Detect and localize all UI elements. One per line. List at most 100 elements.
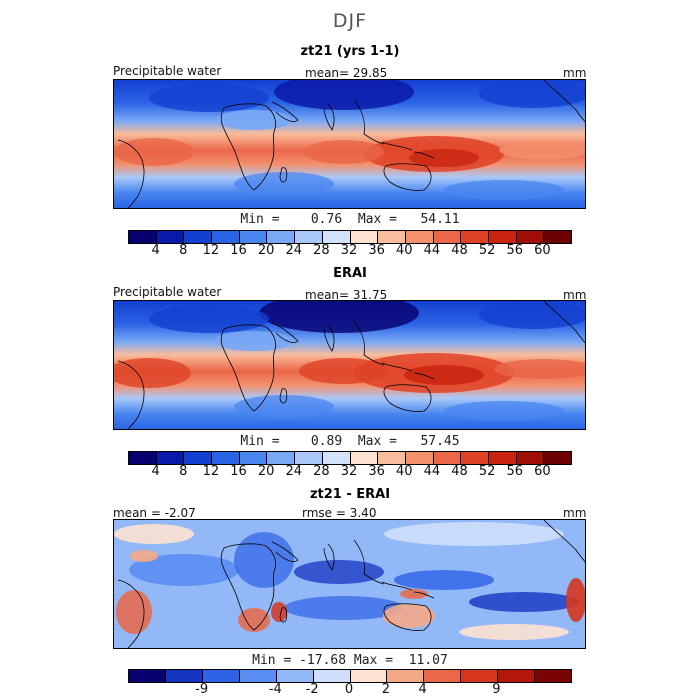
panel3-min-label: Min =: [252, 653, 292, 668]
panel2-colorbar-ticks: 4 8 12 16 20 24 28 32 36 40 44 48 52 56 60: [128, 464, 570, 480]
colorbar-tick-label: 52: [478, 464, 496, 479]
panel3-coast-se-asia: [353, 539, 385, 585]
panel2-min-value: 0.89: [310, 434, 343, 449]
panel2-variable-label: Precipitable water: [113, 285, 222, 299]
colorbar-tick-label: 48: [451, 243, 468, 258]
colorbar-tick-label: 0: [344, 682, 354, 697]
colorbar-tick-label: -4: [268, 682, 282, 697]
colorbar-swatch: [129, 231, 157, 243]
colorbar-tick-label: 16: [230, 243, 247, 258]
colorbar-tick-label: 20: [257, 243, 275, 258]
colorbar-swatch: [267, 452, 296, 464]
colorbar-tick-label: 60: [534, 464, 551, 479]
colorbar-swatch: [165, 670, 203, 682]
colorbar-swatch: [488, 231, 517, 243]
colorbar-tick-label: 24: [285, 464, 303, 479]
panel3-pos-south-africa: [238, 608, 270, 632]
panel2-sahara: [214, 331, 294, 351]
colorbar-swatch: [350, 452, 379, 464]
colorbar-swatch: [129, 452, 157, 464]
colorbar-tick-label: 4: [151, 464, 160, 479]
panel2-map: [113, 300, 586, 430]
panel2-southern-dry: [234, 395, 334, 419]
panel3-max-value: 11.07: [408, 653, 448, 668]
colorbar-swatch: [184, 452, 213, 464]
panel2-pacific-itcz: [494, 359, 585, 379]
colorbar-swatch: [202, 670, 240, 682]
panel1-dry-asia: [274, 80, 414, 110]
panel2-atlantic-itcz: [114, 358, 191, 388]
panel2-southern-dry2: [444, 401, 564, 421]
panel3-pos-nw-atlantic: [130, 550, 158, 562]
panel2-dry-atlantic: [149, 305, 269, 333]
colorbar-swatch: [378, 452, 406, 464]
colorbar-tick-label: 8: [179, 243, 188, 258]
panel3-neg-indian: [294, 560, 384, 584]
panel3-coast-australia: [383, 603, 432, 631]
colorbar-tick-label: 32: [340, 243, 358, 258]
colorbar-tick-label: 12: [202, 464, 220, 479]
panel1-coast-se-asia: [353, 99, 385, 145]
panel2-coast-arabia: [271, 322, 299, 343]
colorbar-swatch: [156, 231, 185, 243]
colorbar-swatch: [405, 452, 434, 464]
panel3-neg-atlantic: [129, 554, 239, 586]
panel2-indian-ocean: [299, 358, 389, 384]
colorbar-swatch: [461, 231, 489, 243]
panel3-coast-indonesia: [381, 581, 435, 599]
colorbar-swatch: [424, 670, 462, 682]
colorbar-swatch: [295, 231, 323, 243]
panel3-coast-africa: [220, 543, 276, 631]
colorbar-tick-label: -2: [305, 682, 319, 697]
panel3-coast-arabia: [271, 541, 299, 562]
panel2-minmax: Min = 0.89 Max = 57.45: [0, 434, 700, 449]
panel3-min-value: -17.68: [299, 653, 347, 668]
panel1-atlantic-itcz: [114, 138, 194, 166]
colorbar-swatch: [129, 670, 166, 682]
colorbar-swatch: [313, 670, 351, 682]
panel2-coast-australia: [383, 384, 432, 412]
colorbar-swatch: [516, 452, 545, 464]
panel1-coast-madagascar: [279, 167, 288, 183]
panel1-coast-indonesia: [381, 141, 435, 159]
panel1-coast-north-america: [543, 80, 585, 123]
panel1-minmax: Min = 0.76 Max = 54.11: [0, 212, 700, 227]
panel3-coast-madagascar: [279, 607, 288, 623]
colorbar-swatch: [267, 231, 296, 243]
panel2-units-label: mm: [563, 288, 587, 302]
colorbar-swatch: [156, 452, 185, 464]
colorbar-tick-label: 12: [202, 243, 220, 258]
panel1-coast-arabia: [271, 101, 299, 122]
panel3-pos-pacific-east: [566, 578, 585, 622]
colorbar-swatch: [535, 670, 572, 682]
colorbar-swatch: [322, 452, 351, 464]
colorbar-swatch: [295, 452, 323, 464]
panel2-max-label: Max =: [357, 434, 397, 449]
panel1-warm-core: [409, 149, 479, 167]
panel2-max-value: 57.45: [420, 434, 460, 449]
panel1-coast-india: [323, 103, 335, 131]
colorbar-tick-label: 48: [451, 464, 468, 479]
panel1-dry-pacific: [479, 80, 585, 108]
panel1-min-value: 0.76: [310, 212, 343, 227]
colorbar-swatch: [350, 231, 379, 243]
colorbar-swatch: [276, 670, 314, 682]
colorbar-tick-label: -9: [195, 682, 209, 697]
panel1-title: zt21 (yrs 1-1): [300, 44, 400, 59]
panel1-variable-label: Precipitable water: [113, 64, 222, 78]
panel2-colorbar: [128, 451, 572, 465]
panel3-minmax: Min = -17.68 Max = 11.07: [0, 653, 700, 668]
colorbar-tick-label: 44: [423, 243, 441, 258]
panel2-coast-africa: [220, 324, 276, 412]
colorbar-tick-label: 4: [151, 243, 160, 258]
panel1-units-label: mm: [563, 66, 587, 80]
colorbar-swatch: [461, 670, 499, 682]
panel3-pos-south-pacific: [459, 624, 569, 640]
colorbar-swatch: [544, 231, 571, 243]
panel3-title: zt21 - ERAI: [309, 487, 391, 502]
colorbar-tick-label: 56: [506, 243, 524, 258]
colorbar-tick-label: 40: [395, 243, 413, 258]
panel1-southern-dry2: [444, 180, 564, 200]
colorbar-swatch: [239, 670, 277, 682]
colorbar-tick-label: 9: [492, 682, 501, 697]
